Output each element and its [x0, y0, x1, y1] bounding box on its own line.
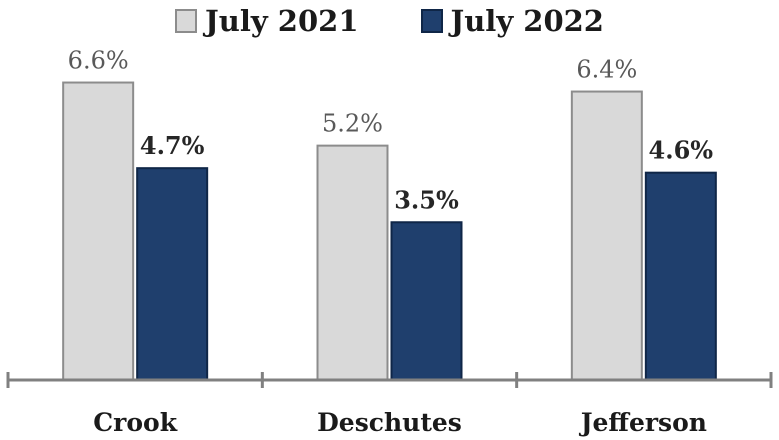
- bar-crook-series-1: [62, 81, 135, 381]
- category-label-jefferson: Jefferson: [579, 408, 707, 437]
- data-label-jefferson-series-2: 4.6%: [649, 136, 714, 165]
- legend-item-series-1: July 2021: [175, 4, 359, 38]
- bar-crook-series-2: [136, 167, 209, 381]
- data-label-crook-series-1: 6.6%: [68, 47, 129, 75]
- legend-label-series-1: July 2021: [205, 4, 359, 38]
- chart-legend: July 2021 July 2022: [0, 4, 779, 38]
- data-label-deschutes-series-2: 3.5%: [394, 185, 459, 214]
- data-label-deschutes-series-1: 5.2%: [322, 110, 383, 138]
- legend-swatch-series-2: [420, 9, 443, 33]
- legend-swatch-series-1: [175, 9, 198, 33]
- bar-jefferson-series-1: [570, 90, 643, 382]
- legend-item-series-2: July 2022: [420, 4, 604, 38]
- category-label-deschutes: Deschutes: [317, 408, 462, 437]
- data-label-jefferson-series-1: 6.4%: [576, 56, 637, 84]
- category-label-crook: Crook: [93, 408, 177, 437]
- data-label-crook-series-2: 4.7%: [140, 131, 205, 160]
- bar-deschutes-series-1: [316, 144, 389, 381]
- legend-label-series-2: July 2022: [450, 4, 604, 38]
- bar-deschutes-series-2: [390, 221, 463, 381]
- bar-jefferson-series-2: [644, 171, 717, 381]
